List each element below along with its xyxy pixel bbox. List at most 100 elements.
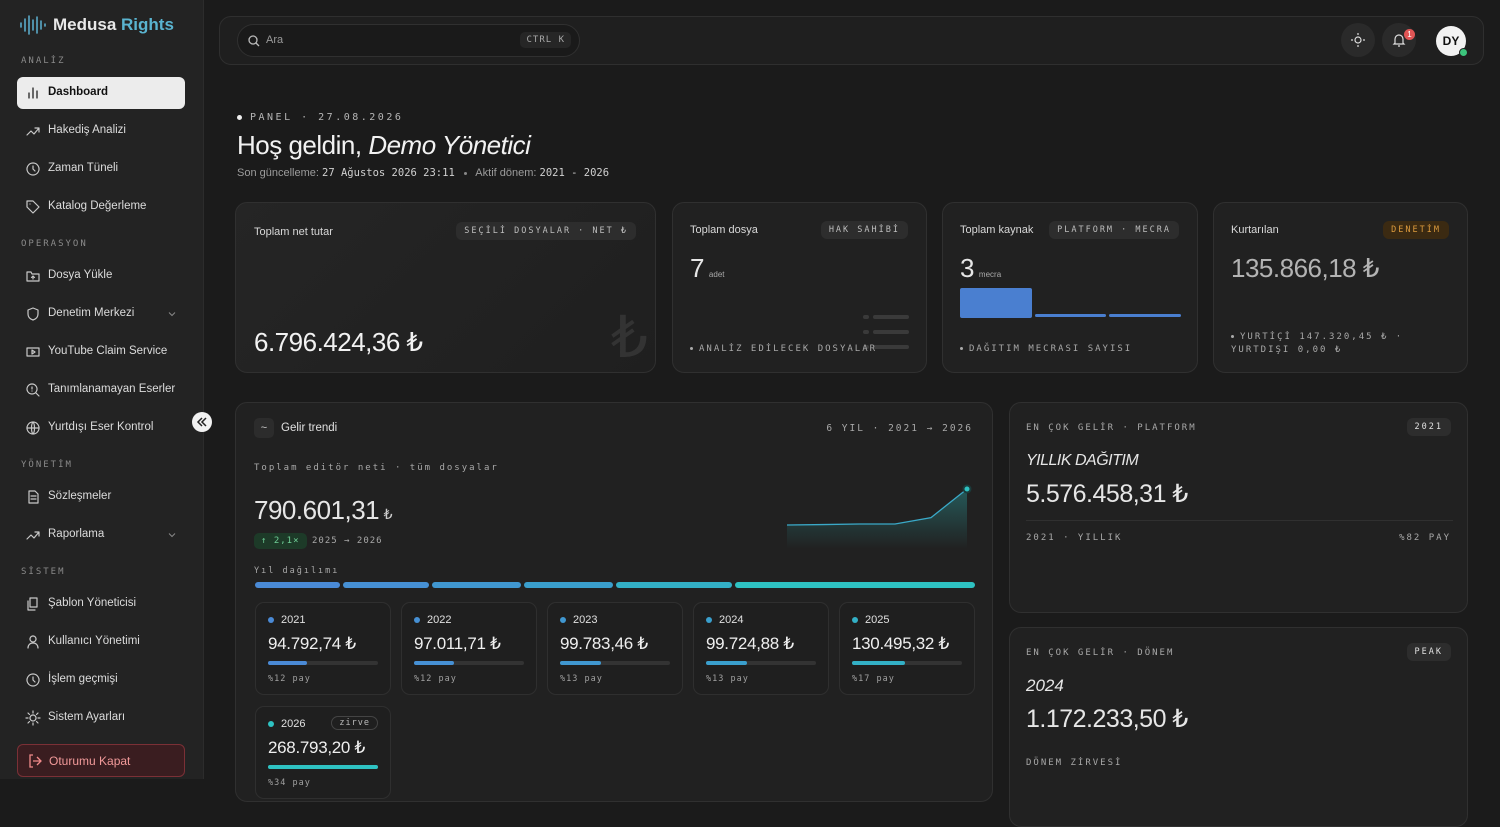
nav-label: İşlem geçmişi <box>48 673 118 685</box>
search-box[interactable]: Ara CTRL K <box>237 24 580 57</box>
nav-item[interactable]: YouTube Claim Service <box>17 336 185 368</box>
nav-label: Sistem Ayarları <box>48 711 126 723</box>
highlight-value: 1.172.233,50 ₺ <box>1026 705 1188 733</box>
stat-card: Kurtarılan DENETİM 135.866,18 ₺ YURTİÇİ … <box>1213 202 1468 373</box>
nav-icon-path <box>28 490 39 504</box>
stat-note-text: YURTİÇİ 147.320,45 ₺ · YURTDIŞI 0,00 ₺ <box>1231 332 1404 355</box>
stat-note: DAĞITIM MECRASI SAYISI <box>960 344 1132 354</box>
highlight-badge: PEAK <box>1406 643 1451 661</box>
stat-badge: DENETİM <box>1383 221 1449 239</box>
logout-label: Oturumu Kapat <box>49 754 131 768</box>
stat-title: Toplam dosya <box>690 224 758 236</box>
nav-item[interactable]: Hakediş Analizi <box>17 115 185 147</box>
trend-range: 6 YIL · 2021 → 2026 <box>826 423 973 434</box>
eyebrow: PANEL · 27.08.2026 <box>250 112 404 123</box>
nav-item[interactable]: Raporlama <box>17 519 185 551</box>
nav-item[interactable]: Sözleşmeler <box>17 481 185 513</box>
search-icon <box>248 35 260 47</box>
stat-title: Toplam net tutar <box>254 226 333 238</box>
period-value: 2021 - 2026 <box>539 167 610 179</box>
nav-item[interactable]: Şablon Yöneticisi <box>17 588 185 620</box>
trend-currency: ₺ <box>383 506 393 522</box>
nav-label: Dosya Yükle <box>48 269 113 281</box>
year-bar <box>560 661 601 665</box>
nav-section-title: OPERASYON <box>21 239 88 249</box>
nav-section-title: SİSTEM <box>21 567 66 577</box>
nav-label: Dashboard <box>48 86 109 98</box>
chevron-path <box>168 533 176 538</box>
stat-title: Toplam kaynak <box>960 224 1034 236</box>
nav-icon-path <box>26 673 40 687</box>
notification-count: 1 <box>1404 29 1415 40</box>
year-dot <box>268 721 274 727</box>
nav-item[interactable]: Zaman Tüneli <box>17 153 185 185</box>
year-label: 2021 <box>281 614 306 626</box>
year-label: 2024 <box>719 614 744 626</box>
note-dot <box>690 347 693 350</box>
trend-total: 790.601,31 ₺ <box>254 495 393 526</box>
stat-note: ANALİZ EDİLECEK DOSYALAR <box>690 344 877 354</box>
distribution-segment <box>735 582 975 588</box>
nav-item[interactable]: Sistem Ayarları <box>17 702 185 734</box>
brand-accent: Rights <box>121 15 174 34</box>
nav-label: Kullanıcı Yönetimi <box>48 635 140 647</box>
collapse-button[interactable] <box>192 412 212 432</box>
logout-button[interactable]: Oturumu Kapat <box>17 744 185 777</box>
nav-label: Hakediş Analizi <box>48 124 126 136</box>
stat-note-text: ANALİZ EDİLECEK DOSYALAR <box>699 344 878 354</box>
nav-item[interactable]: Yurtdışı Eser Kontrol <box>17 412 185 444</box>
distribution-segment <box>342 582 430 588</box>
brand-logo <box>20 15 46 35</box>
nav-item[interactable]: Katalog Değerleme <box>17 191 185 223</box>
year-dot <box>560 617 566 623</box>
year-dot <box>414 617 420 623</box>
highlight-badge: 2021 <box>1406 418 1451 436</box>
nav-label: Raporlama <box>48 528 105 540</box>
nav-icon <box>26 347 40 357</box>
stat-card: Toplam dosya HAK SAHİBİ 7 adet ANALİZ ED… <box>672 202 927 373</box>
search-placeholder: Ara <box>266 34 284 46</box>
nav-icon-path <box>28 87 38 99</box>
stat-badge: HAK SAHİBİ <box>820 221 908 239</box>
year-bar <box>414 661 454 665</box>
nav-icon <box>26 383 40 397</box>
nav-icon-path <box>26 383 40 397</box>
nav-label: Tanımlanamayan Eserler <box>48 383 176 395</box>
nav-icon <box>26 162 40 176</box>
nav-item[interactable]: Denetim Merkezi <box>17 298 185 330</box>
nav-label: Katalog Değerleme <box>48 200 147 212</box>
nav-icon <box>26 421 40 435</box>
nav-item[interactable]: Dashboard <box>17 77 185 109</box>
stat-watermark: ₺ <box>611 305 648 370</box>
stat-value-row: 3 mecra <box>960 253 1001 284</box>
year-label: 2023 <box>573 614 598 626</box>
nav-item[interactable]: Kullanıcı Yönetimi <box>17 626 185 658</box>
nav-item[interactable]: İşlem geçmişi <box>17 664 185 696</box>
brand: Medusa Rights <box>53 15 174 35</box>
growth-period: 2025 → 2026 <box>312 536 383 546</box>
submenu-chevron <box>168 533 176 538</box>
highlight-title: YILLIK DAĞITIM <box>1026 452 1139 469</box>
chevron-path <box>168 312 176 317</box>
notification-button[interactable]: 1 <box>1382 23 1416 57</box>
stat-badge: PLATFORM · MECRA <box>1049 221 1179 239</box>
nav-section-title: YÖNETİM <box>21 460 73 470</box>
nav-item[interactable]: Dosya Yükle <box>17 260 185 292</box>
stat-value: 6.796.424,36 ₺ <box>254 327 423 357</box>
nav-icon-path <box>26 347 40 357</box>
nav-icon-path <box>26 162 40 176</box>
theme-button[interactable] <box>1341 23 1375 57</box>
year-amount: 94.792,74 ₺ <box>268 634 356 653</box>
nav-icon <box>26 127 40 136</box>
sparkline <box>786 484 972 549</box>
year-amount: 130.495,32 ₺ <box>852 634 950 653</box>
nav-item[interactable]: Tanımlanamayan Eserler <box>17 374 185 406</box>
sidebar: Medusa Rights ANALİZ Dashboard Hakediş Ana… <box>0 0 204 779</box>
search-shortcut: CTRL K <box>520 32 571 48</box>
nav-icon <box>25 710 41 726</box>
year-amount: 99.724,88 ₺ <box>706 634 794 653</box>
distribution-segment <box>524 582 613 588</box>
stat-badge: SEÇİLİ DOSYALAR · NET ₺ <box>456 222 636 240</box>
